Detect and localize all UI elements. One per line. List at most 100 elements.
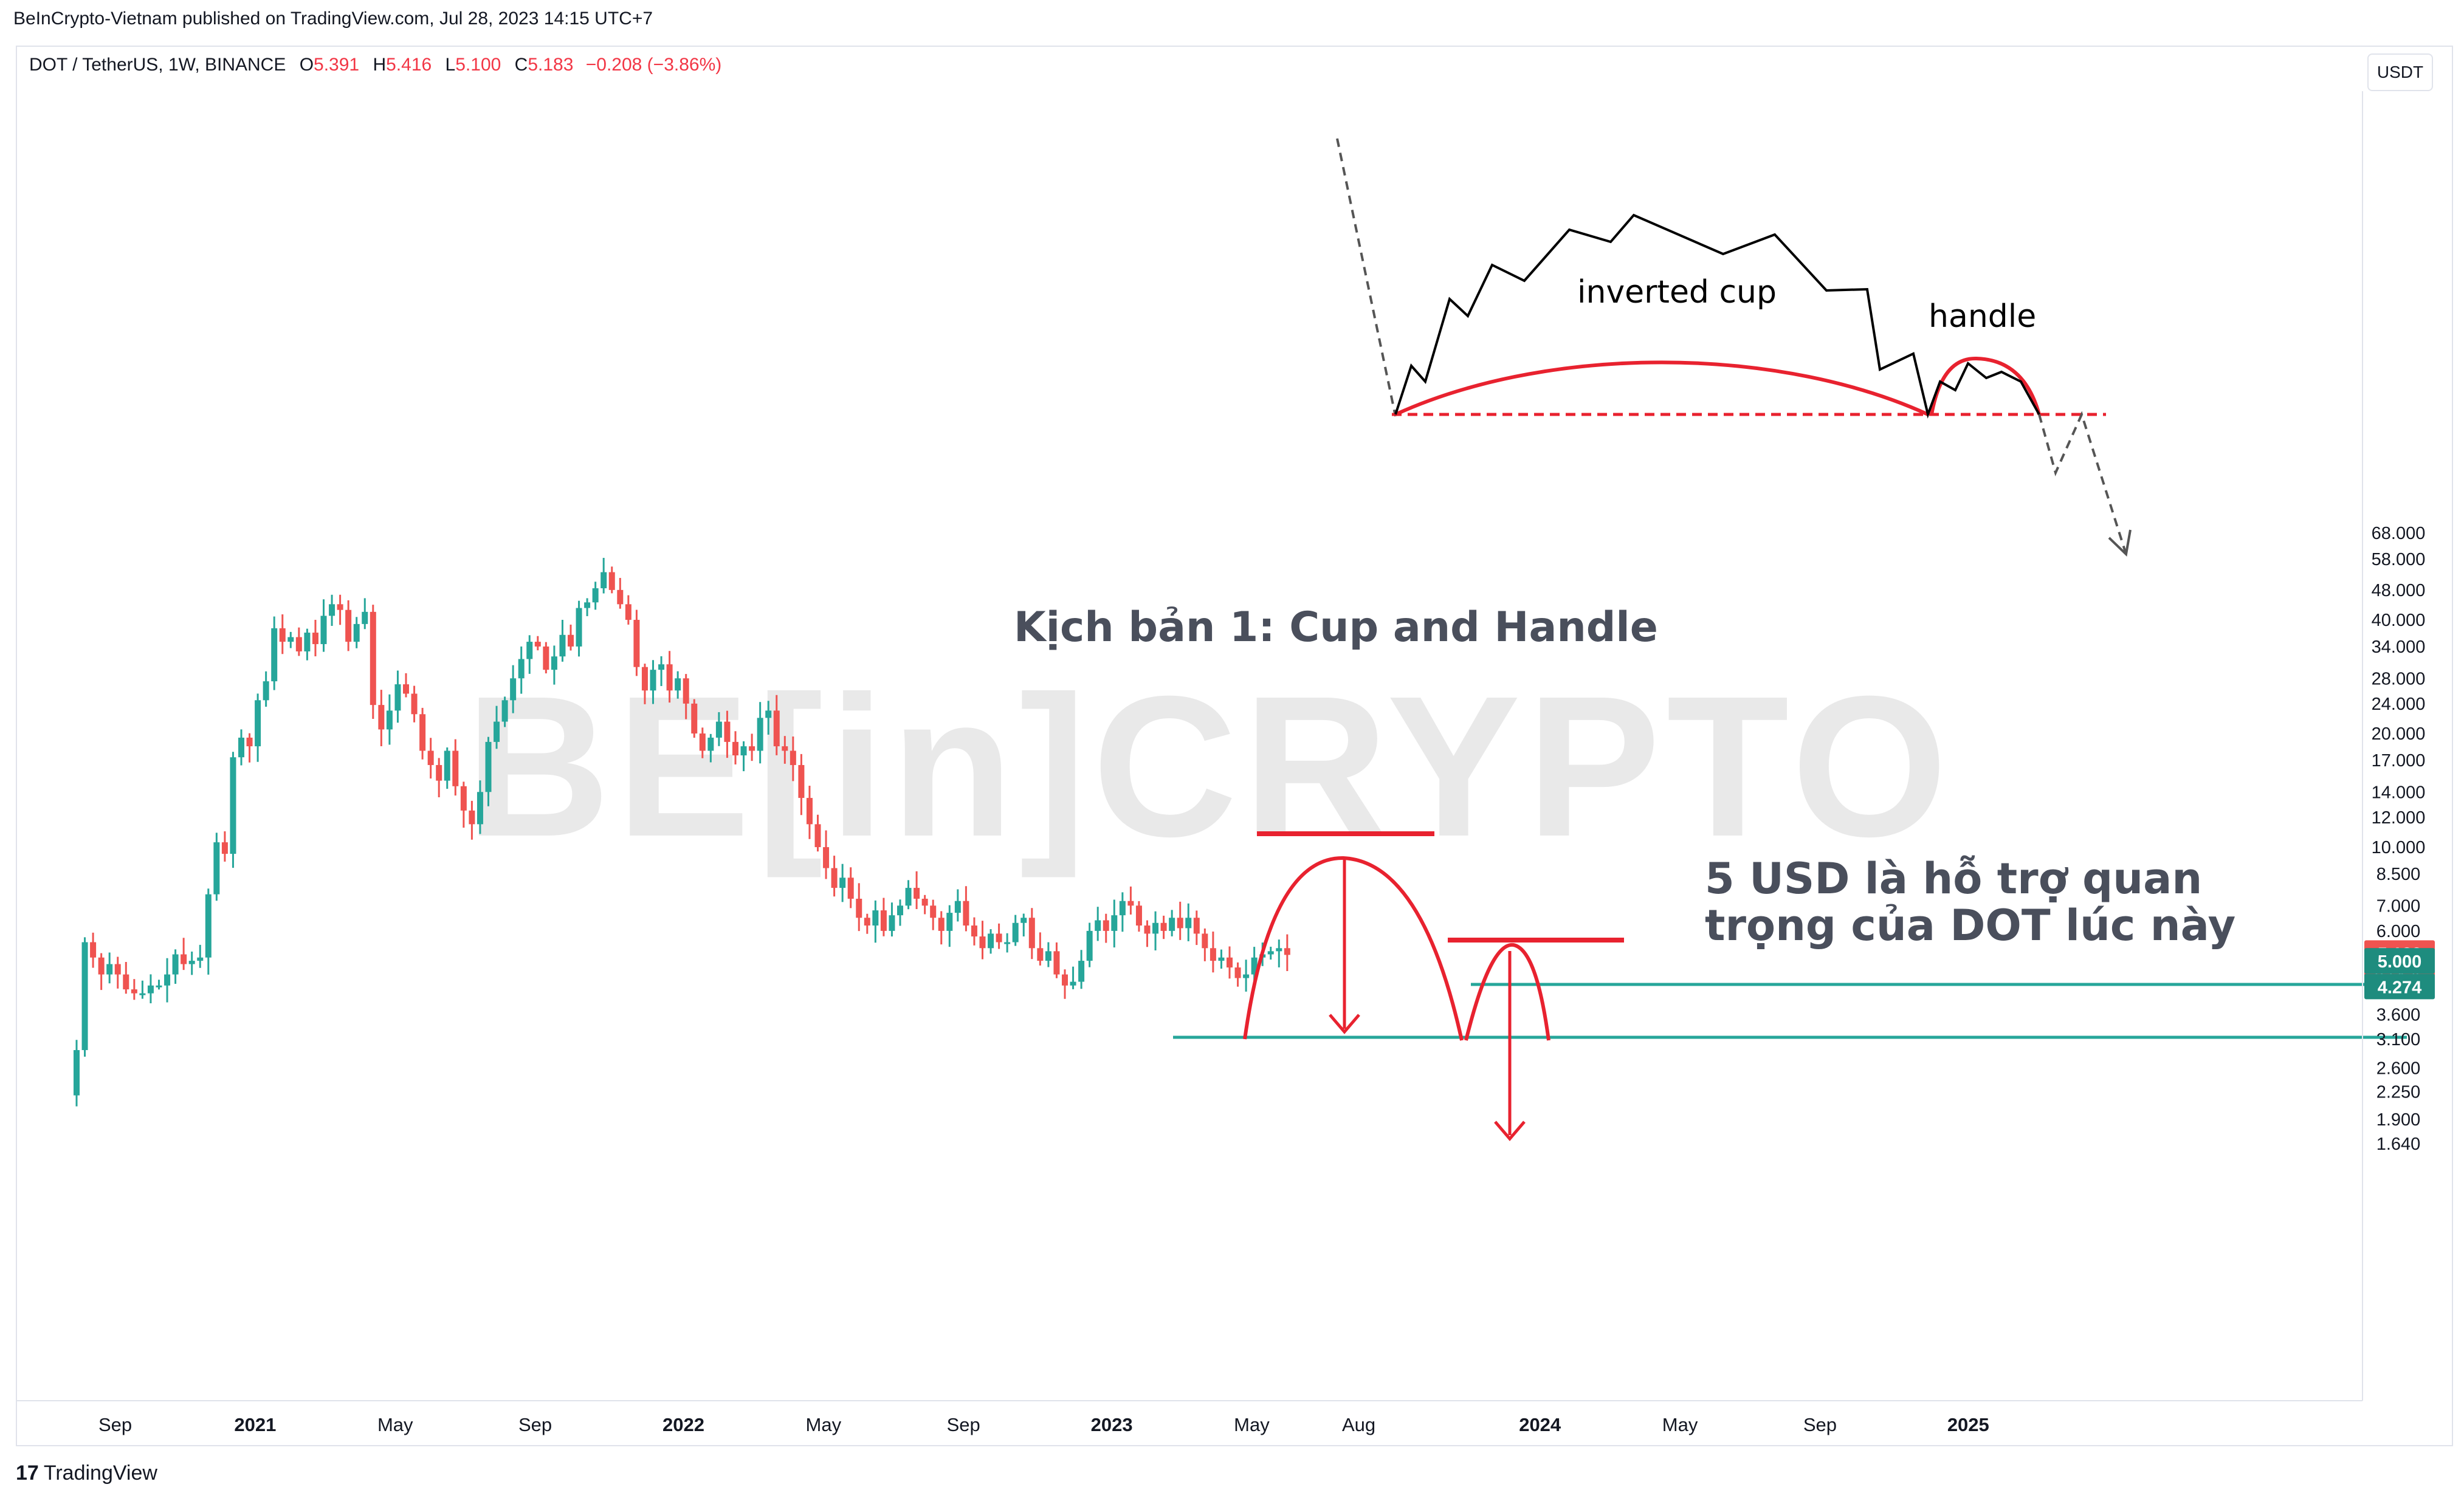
candle: [156, 980, 162, 990]
candle: [1169, 910, 1175, 936]
candle-body: [905, 888, 912, 906]
candle-body: [608, 572, 615, 590]
candle: [757, 702, 763, 764]
candle-body: [790, 750, 796, 765]
candle: [724, 710, 731, 758]
candle-body: [205, 894, 212, 958]
candle: [954, 889, 961, 922]
time-tick-label: 2024: [1519, 1414, 1561, 1435]
candle-body: [765, 710, 772, 718]
candle-body: [1095, 920, 1101, 931]
candle-body: [411, 693, 418, 715]
candle: [1284, 934, 1290, 971]
price-tick-label: 2.250: [2376, 1083, 2421, 1102]
candle: [345, 600, 352, 651]
candle: [806, 786, 813, 839]
candle-body: [1202, 933, 1208, 949]
candle-body: [996, 933, 1002, 943]
candle-body: [370, 611, 376, 706]
price-tick-label: 48.000: [2372, 581, 2426, 600]
candle: [1202, 928, 1208, 961]
tradingview-footer[interactable]: 17 TradingView: [16, 1461, 157, 1485]
candle: [1127, 886, 1134, 915]
candle: [1078, 950, 1085, 989]
price-tick-label: 24.000: [2372, 695, 2426, 714]
candle-body: [880, 910, 887, 931]
candle-body: [172, 954, 179, 975]
candle-body: [1028, 918, 1035, 949]
candle-body: [938, 918, 945, 931]
candle: [740, 741, 747, 772]
candle-body: [732, 741, 738, 756]
candle-body: [740, 746, 747, 756]
candle: [880, 898, 887, 936]
low-value: 5.100: [455, 55, 501, 75]
currency-button[interactable]: USDT: [2367, 53, 2433, 91]
candle: [782, 736, 788, 764]
time-tick-label: Sep: [98, 1414, 132, 1435]
low-label: L: [445, 55, 456, 75]
price-tick-label: 7.000: [2376, 896, 2421, 916]
candle-body: [139, 993, 146, 995]
candle-body: [1185, 918, 1192, 929]
candle: [1020, 913, 1027, 937]
candle-body: [1037, 948, 1044, 961]
candle-body: [312, 633, 318, 644]
price-tick-label: 3.100: [2376, 1030, 2421, 1049]
price-tick-label: 20.000: [2372, 724, 2426, 744]
candle-body: [304, 633, 311, 651]
handle-arc: [1930, 356, 2041, 415]
candle-body: [831, 868, 838, 888]
candle: [139, 980, 146, 999]
candle: [608, 566, 615, 594]
candle: [114, 956, 121, 989]
time-axis[interactable]: Sep 2021 May Sep 2022 May Sep 2023 May Aug 2024 May…: [16, 1400, 2362, 1435]
watermark: BE[in]CRYPTO: [466, 654, 1953, 879]
candle: [814, 814, 821, 852]
candle-body: [320, 616, 327, 644]
candle: [1086, 922, 1093, 967]
time-tick-label: May: [1234, 1414, 1270, 1435]
candle-body: [715, 721, 722, 738]
candle-body: [90, 942, 97, 958]
candle: [650, 660, 656, 704]
candle-body: [444, 750, 450, 781]
candle: [963, 886, 969, 932]
candle-body: [889, 915, 895, 931]
candle: [279, 614, 286, 654]
price-tick-label: 17.000: [2372, 751, 2426, 771]
candle-body: [1160, 922, 1167, 931]
tradingview-brand: TradingView: [43, 1461, 157, 1485]
candle-body: [979, 936, 986, 949]
candle-body: [1004, 942, 1011, 944]
candle-body: [526, 642, 533, 659]
scenario-label: Kịch bản 1: Cup and Handle: [1014, 603, 1658, 651]
candle: [1193, 910, 1200, 946]
watermark-text: BE[in]CRYPTO: [466, 654, 1953, 879]
price-axis[interactable]: 68.000 58.000 48.000 40.000 34.000 28.000 24.0…: [2362, 91, 2425, 1401]
candle-body: [814, 824, 821, 848]
candle: [287, 631, 294, 648]
candle: [263, 671, 269, 707]
candle: [872, 900, 879, 943]
candle-body: [650, 670, 656, 691]
price-tag: 4.274: [2364, 973, 2435, 1000]
candle-body: [230, 757, 236, 854]
candle-body: [427, 750, 434, 765]
candle: [1070, 966, 1076, 989]
candle: [971, 917, 977, 946]
candle-body: [798, 764, 805, 798]
candle: [337, 594, 343, 625]
candle: [518, 646, 525, 694]
candle: [576, 600, 582, 657]
symbol-name[interactable]: DOT / TetherUS, 1W, BINANCE: [29, 55, 286, 75]
candle-body: [460, 786, 467, 811]
high-value: 5.416: [386, 55, 432, 75]
candle: [98, 953, 105, 991]
candle: [889, 902, 895, 937]
candle: [1103, 913, 1109, 943]
candle-body: [1251, 957, 1258, 975]
candle: [81, 937, 88, 1057]
candle: [633, 609, 640, 676]
